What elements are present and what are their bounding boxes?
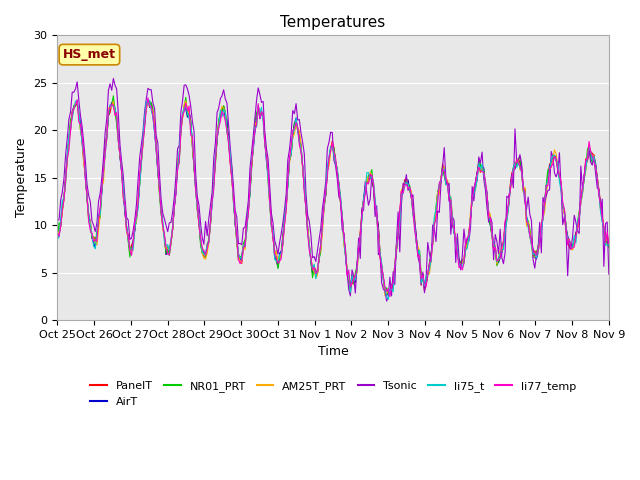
Tsonic [383,298,390,304]
li77_temp [177,130,185,136]
Tsonic [54,217,61,223]
NR01_PRT [220,103,227,108]
li75_t [605,241,612,247]
li75_t [177,127,185,133]
Tsonic [109,76,117,82]
PanelT [60,195,68,201]
PanelT [54,233,61,239]
X-axis label: Time: Time [317,345,349,359]
Y-axis label: Temperature: Temperature [15,138,28,217]
AM25T_PRT [182,98,189,104]
AirT [365,177,372,182]
Legend: PanelT, AirT, NR01_PRT, AM25T_PRT, Tsonic, li75_t, li77_temp: PanelT, AirT, NR01_PRT, AM25T_PRT, Tsoni… [86,377,580,411]
Line: li75_t: li75_t [58,100,609,300]
NR01_PRT [508,175,516,180]
Line: AirT: AirT [58,100,609,296]
AirT [383,293,390,299]
Line: PanelT: PanelT [58,102,609,291]
AM25T_PRT [605,236,612,241]
li75_t [508,177,516,183]
NR01_PRT [54,236,61,242]
li77_temp [515,160,522,166]
AM25T_PRT [60,195,68,201]
AirT [220,106,227,112]
AirT [515,158,522,164]
AM25T_PRT [220,106,227,111]
PanelT [365,179,372,185]
Tsonic [508,172,516,178]
NR01_PRT [605,245,612,251]
PanelT [508,171,516,177]
NR01_PRT [385,292,392,298]
PanelT [420,288,428,294]
li77_temp [605,241,612,247]
AirT [508,175,516,181]
li77_temp [386,294,394,300]
Line: AM25T_PRT: AM25T_PRT [58,101,609,296]
Title: Temperatures: Temperatures [280,15,386,30]
Text: HS_met: HS_met [63,48,116,61]
NR01_PRT [177,130,185,135]
NR01_PRT [60,195,68,201]
Line: Tsonic: Tsonic [58,79,609,301]
Tsonic [515,157,522,163]
AirT [54,230,61,236]
li77_temp [508,176,516,182]
li77_temp [144,95,152,101]
PanelT [177,124,185,130]
Line: NR01_PRT: NR01_PRT [58,96,609,295]
Tsonic [220,87,227,93]
AirT [605,241,612,247]
li75_t [365,170,372,176]
AM25T_PRT [365,180,372,186]
li75_t [74,97,81,103]
li75_t [54,236,61,242]
PanelT [220,104,227,109]
li77_temp [365,181,372,187]
PanelT [515,156,522,162]
PanelT [605,242,612,248]
li77_temp [60,197,68,203]
Tsonic [60,175,68,181]
AM25T_PRT [515,156,522,162]
NR01_PRT [109,93,117,99]
AM25T_PRT [54,228,61,234]
Tsonic [365,203,372,208]
li75_t [220,107,227,112]
li75_t [60,195,68,201]
AirT [60,194,68,200]
Tsonic [605,271,612,277]
li77_temp [54,229,61,235]
AM25T_PRT [175,153,183,159]
li75_t [515,160,522,166]
Line: li77_temp: li77_temp [58,98,609,297]
AirT [144,97,152,103]
PanelT [144,99,152,105]
li77_temp [220,112,227,118]
AirT [177,126,185,132]
NR01_PRT [515,156,522,162]
NR01_PRT [365,172,372,178]
AM25T_PRT [508,182,516,188]
AM25T_PRT [381,293,388,299]
Tsonic [177,109,185,115]
li75_t [385,297,392,302]
